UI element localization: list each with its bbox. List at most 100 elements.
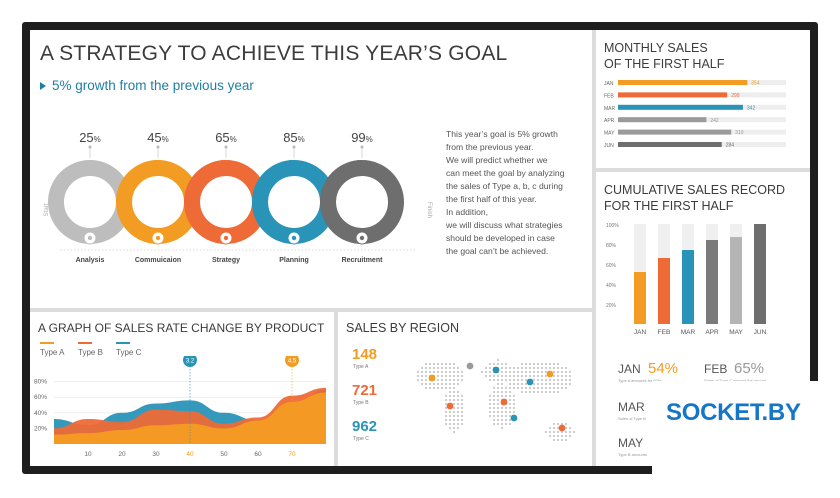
monthly-bar-chart: JAN 354 FEB 299 MAR 342 APR 242 MAY 310 JUN 284: [604, 80, 786, 149]
legend-swatch: [78, 342, 92, 344]
map-dot: [560, 370, 564, 374]
cum-month-label: APR: [705, 329, 719, 336]
map-dot: [456, 374, 460, 378]
cum-month-label: MAR: [681, 329, 696, 336]
map-dot: [492, 398, 496, 402]
map-dot: [456, 406, 460, 410]
lightbulb-icon-glyph: [359, 235, 365, 241]
cumulative-title-line1: CUMULATIVE SALES RECORD: [604, 183, 786, 197]
map-dot: [520, 382, 524, 386]
map-dot: [456, 382, 460, 386]
calendar-icon-glyph: [291, 235, 297, 241]
map-dot: [564, 438, 568, 442]
map-dot: [512, 374, 516, 378]
map-dot: [532, 370, 536, 374]
map-dot: [448, 362, 452, 366]
map-dot: [544, 362, 548, 366]
map-dot: [504, 390, 508, 394]
cum-bar: [634, 272, 646, 324]
monthly-month-label: JUN: [604, 143, 614, 149]
map-dot: [496, 422, 500, 426]
map-dot: [536, 390, 540, 394]
monthly-bar: [618, 80, 748, 85]
map-dot: [524, 378, 528, 382]
map-dot: [488, 414, 492, 418]
map-dot: [524, 390, 528, 394]
map-pin-icon: [428, 374, 436, 382]
map-dot: [556, 438, 560, 442]
map-dot: [500, 386, 504, 390]
monthly-month-label: MAY: [604, 131, 615, 137]
map-dot: [540, 370, 544, 374]
map-dot: [456, 394, 460, 398]
map-dot: [492, 378, 496, 382]
step-option-3: Option 02: [210, 198, 243, 207]
monthly-bar: [618, 142, 722, 147]
map-dot: [564, 422, 568, 426]
step-dot-2: [156, 145, 160, 149]
step-dot-3: [224, 145, 228, 149]
map-dot: [532, 362, 536, 366]
map-dot: [528, 370, 532, 374]
map-dot: [532, 374, 536, 378]
map-dot: [540, 374, 544, 378]
map-dot: [496, 382, 500, 386]
map-dot: [568, 378, 572, 382]
map-dot: [420, 382, 424, 386]
map-dot: [452, 378, 456, 382]
cum-ytick: 20%: [606, 303, 617, 309]
map-dot: [436, 386, 440, 390]
map-dot: [508, 402, 512, 406]
map-dot: [520, 362, 524, 366]
step-label-4: Planning: [279, 257, 309, 264]
map-dot: [540, 366, 544, 370]
map-dot: [512, 402, 516, 406]
record-caption: Type B amounts: [618, 452, 647, 457]
map-dot: [532, 382, 536, 386]
map-dot: [444, 422, 448, 426]
record-percent: 65%: [734, 360, 765, 377]
monthly-value-label: 299: [731, 93, 740, 99]
map-dot: [556, 386, 560, 390]
step-label-2: Commuicaion: [135, 257, 181, 264]
strategy-description: This year’s goal is 5% growth from the pr…: [446, 128, 586, 258]
step-percent-value: 99: [351, 130, 365, 145]
monthly-value-label: 242: [710, 118, 719, 124]
map-dot: [520, 386, 524, 390]
map-pin-icon: [526, 378, 534, 386]
map-dot: [556, 374, 560, 378]
map-dot: [488, 410, 492, 414]
map-dot: [524, 366, 528, 370]
map-dot: [456, 366, 460, 370]
map-dot: [456, 414, 460, 418]
map-dot: [452, 426, 456, 430]
description-line: the sales of Type a, b, c during: [446, 181, 563, 191]
map-dot: [500, 394, 504, 398]
step-percent-5: 99%: [351, 130, 373, 145]
map-dot: [528, 366, 532, 370]
marker-label: 3.2: [186, 359, 195, 365]
map-dot: [524, 362, 528, 366]
map-dot: [448, 410, 452, 414]
map-dot: [560, 386, 564, 390]
map-dot: [444, 418, 448, 422]
map-dot: [460, 378, 464, 382]
map-dot: [552, 382, 556, 386]
map-dot: [448, 398, 452, 402]
map-dot: [536, 386, 540, 390]
subtitle-text: 5% growth from the previous year: [52, 78, 254, 93]
graph-ytick: 80%: [34, 379, 47, 386]
map-dot: [508, 378, 512, 382]
step-label-3: Strategy: [212, 257, 240, 264]
map-dot: [556, 382, 560, 386]
map-dot: [564, 378, 568, 382]
sales-rate-graph-panel: A GRAPH OF SALES RATE CHANGE BY PRODUCT …: [30, 312, 334, 466]
graph-ytick: 60%: [34, 394, 47, 401]
map-dot: [488, 366, 492, 370]
monthly-value-label: 284: [726, 143, 735, 149]
map-pin-icon: [510, 414, 518, 422]
region-value: 962: [352, 418, 378, 435]
map-dot: [544, 374, 548, 378]
graph-xtick: 40: [186, 451, 194, 458]
map-dot: [544, 370, 548, 374]
